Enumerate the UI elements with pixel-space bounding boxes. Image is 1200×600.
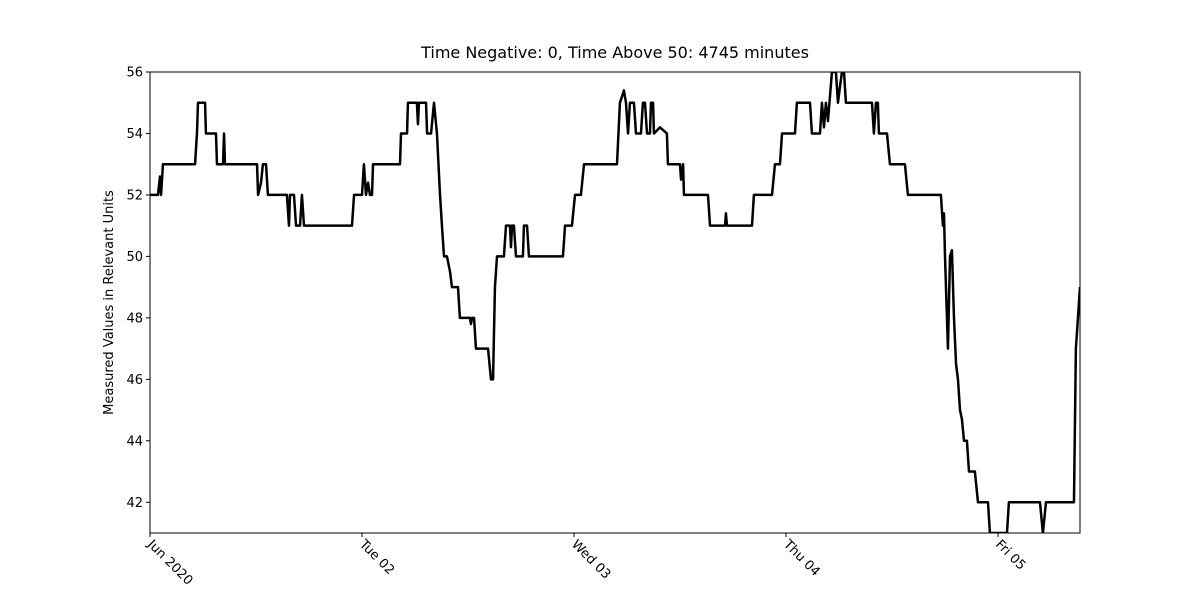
y-tick-label: 56 <box>126 66 143 81</box>
x-tick-label: Thu 04 <box>779 537 822 580</box>
data-line <box>150 72 1080 533</box>
y-tick-label: 54 <box>126 127 143 142</box>
y-tick-label: 44 <box>126 434 143 449</box>
y-tick-label: 48 <box>126 311 143 326</box>
y-tick-label: 42 <box>126 496 143 511</box>
y-tick-label: 52 <box>126 188 143 203</box>
chart-title: Time Negative: 0, Time Above 50: 4745 mi… <box>420 43 809 62</box>
y-axis-label: Measured Values in Relevant Units <box>102 190 117 415</box>
x-tick-label: Tue 02 <box>355 537 397 579</box>
x-tick-label: Fri 05 <box>992 537 1028 573</box>
y-tick-label: 50 <box>126 250 143 265</box>
plot-frame <box>149 71 1081 534</box>
x-tick-label: Wed 03 <box>568 537 613 582</box>
x-tick-label: Jun 2020 <box>143 537 195 589</box>
y-tick-label: 46 <box>126 373 143 388</box>
